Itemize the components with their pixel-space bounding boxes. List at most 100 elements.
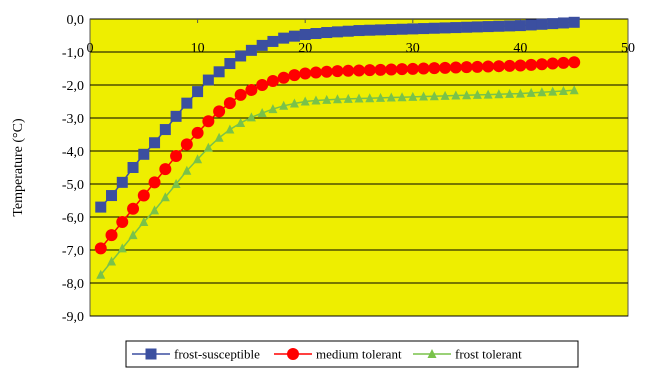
data-point <box>288 30 300 42</box>
data-point <box>514 59 527 72</box>
data-point <box>492 60 505 73</box>
data-point <box>471 21 483 33</box>
data-point <box>375 24 387 36</box>
data-point <box>300 96 310 106</box>
data-point <box>191 126 204 139</box>
data-point <box>396 63 409 76</box>
y-tick-label: -8,0 <box>62 277 84 292</box>
data-point <box>116 176 128 188</box>
data-point <box>515 88 525 98</box>
legend-label: medium tolerant <box>316 347 402 362</box>
data-point <box>535 58 548 71</box>
x-tick-label: 20 <box>298 41 312 56</box>
data-point <box>331 65 344 78</box>
data-point <box>461 21 473 33</box>
data-point <box>94 242 107 255</box>
data-point <box>245 44 257 56</box>
data-point <box>440 90 450 100</box>
data-point <box>397 92 407 102</box>
data-point <box>139 216 149 226</box>
data-point <box>213 105 226 118</box>
data-point <box>148 176 161 189</box>
data-point <box>546 57 559 70</box>
data-point <box>257 108 267 118</box>
data-point <box>557 17 569 29</box>
data-point <box>159 124 171 136</box>
data-point <box>310 28 322 40</box>
data-point <box>343 93 353 103</box>
data-point <box>234 88 247 101</box>
data-point <box>224 58 236 70</box>
data-point <box>386 92 396 102</box>
data-point <box>536 18 548 30</box>
series-frost-susceptible <box>95 16 580 213</box>
data-point <box>374 63 387 76</box>
data-point <box>342 25 354 37</box>
data-point <box>203 142 213 152</box>
data-point <box>548 86 558 96</box>
data-point <box>149 137 161 149</box>
data-point <box>418 23 430 35</box>
y-tick-label: -6,0 <box>62 211 84 226</box>
data-point <box>96 269 106 279</box>
data-point <box>299 67 312 80</box>
data-point <box>471 60 484 73</box>
data-point <box>493 20 505 32</box>
data-point <box>180 138 193 151</box>
data-point <box>116 215 129 228</box>
legend-item-frost-susceptible: frost-susceptible <box>132 347 260 362</box>
data-point <box>483 89 493 99</box>
data-point <box>439 22 451 34</box>
data-point <box>159 163 172 176</box>
data-point <box>460 61 473 74</box>
series-medium-tolerant <box>94 56 581 255</box>
data-point <box>127 202 140 215</box>
legend-marker <box>427 349 437 358</box>
y-tick-label: -4,0 <box>62 145 84 160</box>
legend: frost-susceptible medium tolerant frost to… <box>125 340 579 368</box>
data-point <box>451 90 461 100</box>
data-point <box>256 79 269 91</box>
data-point <box>246 112 256 122</box>
data-point <box>150 205 160 215</box>
data-point <box>95 201 107 213</box>
legend-marker <box>287 348 299 360</box>
data-point <box>462 90 472 100</box>
data-point <box>342 64 355 77</box>
data-point <box>193 154 203 164</box>
data-point <box>396 23 408 35</box>
data-point <box>267 35 279 47</box>
data-point <box>128 230 138 240</box>
y-tick-label: 0,0 <box>67 13 85 28</box>
y-tick-label: -9,0 <box>62 310 84 325</box>
data-point <box>289 98 299 108</box>
data-point <box>160 192 170 202</box>
data-point <box>385 24 397 36</box>
y-axis-ticks: 0,0 -1,0 -2,0 -3,0 -4,0 -5,0 -6,0 -7,0 -8,0 -9,0 <box>62 13 84 325</box>
data-point <box>353 25 365 37</box>
data-point <box>170 149 183 162</box>
data-point <box>503 59 516 72</box>
legend-item-medium-tolerant: medium tolerant <box>274 347 402 362</box>
data-point <box>192 86 204 98</box>
data-point <box>171 179 181 188</box>
data-point <box>428 22 440 34</box>
data-point <box>568 56 581 69</box>
x-tick-label: 30 <box>406 41 420 56</box>
legend-box <box>125 340 579 368</box>
data-point <box>408 91 418 101</box>
data-point <box>504 20 516 32</box>
data-point <box>223 97 236 110</box>
data-point <box>482 60 495 73</box>
data-point <box>266 75 279 88</box>
data-point <box>406 62 419 75</box>
y-tick-label: -7,0 <box>62 244 84 259</box>
x-tick-label: 50 <box>621 41 635 56</box>
data-point <box>557 56 570 69</box>
data-point <box>547 18 559 30</box>
x-tick-label: 10 <box>191 41 205 56</box>
data-point <box>439 61 452 74</box>
data-point <box>107 256 117 266</box>
legend-label: frost tolerant <box>455 347 522 362</box>
legend-marker <box>145 348 157 360</box>
